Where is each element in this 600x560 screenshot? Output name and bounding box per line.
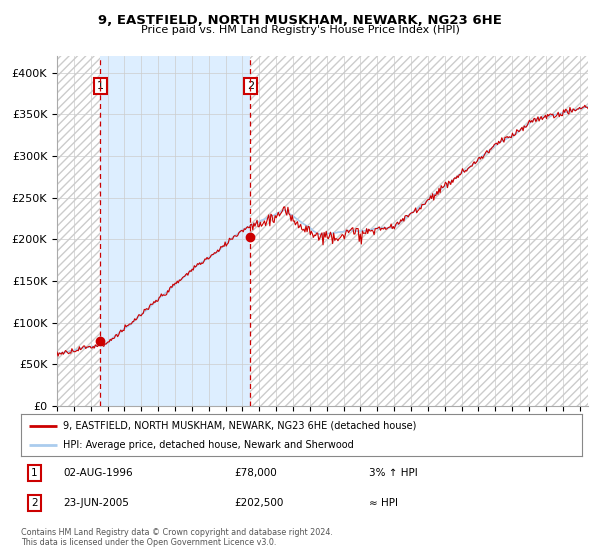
Text: HPI: Average price, detached house, Newark and Sherwood: HPI: Average price, detached house, Newa… xyxy=(63,440,354,450)
Text: 2: 2 xyxy=(31,498,38,508)
Text: Contains HM Land Registry data © Crown copyright and database right 2024.
This d: Contains HM Land Registry data © Crown c… xyxy=(21,528,333,547)
Text: 23-JUN-2005: 23-JUN-2005 xyxy=(63,498,129,508)
Text: ≈ HPI: ≈ HPI xyxy=(369,498,398,508)
Text: Price paid vs. HM Land Registry's House Price Index (HPI): Price paid vs. HM Land Registry's House … xyxy=(140,25,460,35)
Text: 3% ↑ HPI: 3% ↑ HPI xyxy=(369,468,418,478)
Text: 1: 1 xyxy=(97,81,104,91)
Text: £78,000: £78,000 xyxy=(234,468,277,478)
Bar xyxy=(100,56,250,406)
Text: £202,500: £202,500 xyxy=(234,498,284,508)
Text: 02-AUG-1996: 02-AUG-1996 xyxy=(63,468,133,478)
Text: 1: 1 xyxy=(31,468,38,478)
Bar xyxy=(57,56,100,406)
Text: 9, EASTFIELD, NORTH MUSKHAM, NEWARK, NG23 6HE: 9, EASTFIELD, NORTH MUSKHAM, NEWARK, NG2… xyxy=(98,14,502,27)
Bar xyxy=(250,56,588,406)
Text: 2: 2 xyxy=(247,81,254,91)
Text: 9, EASTFIELD, NORTH MUSKHAM, NEWARK, NG23 6HE (detached house): 9, EASTFIELD, NORTH MUSKHAM, NEWARK, NG2… xyxy=(63,421,416,431)
